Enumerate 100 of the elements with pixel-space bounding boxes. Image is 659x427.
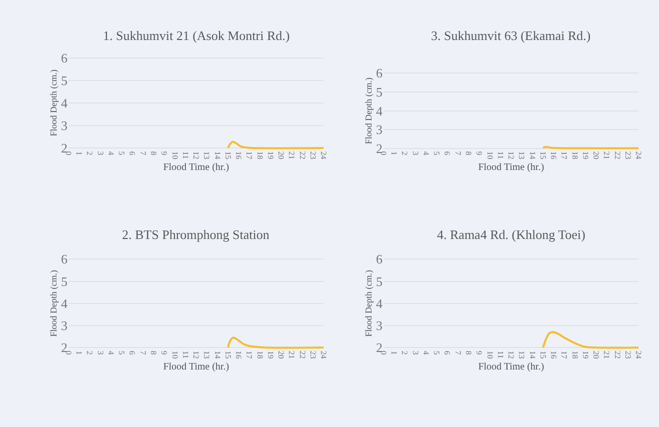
x-tick-label: 12 xyxy=(506,151,516,160)
x-tick-label: 22 xyxy=(612,350,622,359)
chart-title: 3. Sukhumvit 63 (Ekamai Rd.) xyxy=(431,28,591,43)
x-tick-label: 14 xyxy=(212,350,222,359)
x-tick-label: 9 xyxy=(474,350,484,355)
y-tick-label: 4 xyxy=(376,296,384,311)
x-tick-label: 20 xyxy=(276,350,286,359)
x-tick-label: 6 xyxy=(128,151,137,156)
x-tick-label: 21 xyxy=(602,151,612,160)
x-tick-label: 21 xyxy=(287,350,296,359)
x-tick-label: 14 xyxy=(212,151,222,160)
x-tick-label: 23 xyxy=(623,350,632,359)
y-tick-label: 4 xyxy=(61,296,68,311)
x-axis-title: Flood Time (hr.) xyxy=(163,162,230,173)
x-tick-label: 13 xyxy=(517,350,526,359)
x-tick-label: 15 xyxy=(223,151,232,160)
x-tick-label: 23 xyxy=(308,151,318,160)
x-tick-label: 16 xyxy=(234,151,244,160)
x-tick-label: 15 xyxy=(223,350,232,359)
y-tick-label: 5 xyxy=(376,84,383,100)
x-tick-label: 3 xyxy=(410,151,420,156)
y-tick-label: 6 xyxy=(376,252,384,267)
x-tick-label: 22 xyxy=(298,151,307,160)
chart-title: 1. Sukhumvit 21 (Asok Montri Rd.) xyxy=(103,28,290,43)
y-tick-label: 3 xyxy=(61,118,68,134)
x-tick-label: 23 xyxy=(308,350,318,359)
x-tick-label: 6 xyxy=(442,350,452,355)
x-tick-label: 11 xyxy=(496,350,505,358)
x-tick-label: 20 xyxy=(592,350,601,359)
x-tick-label: 16 xyxy=(549,350,558,359)
x-tick-label: 7 xyxy=(138,151,148,156)
x-tick-label: 14 xyxy=(528,151,537,160)
y-tick-label: 3 xyxy=(376,122,383,138)
x-axis-title: Flood Time (hr.) xyxy=(478,162,544,173)
y-tick-label: 6 xyxy=(61,50,68,66)
x-tick-label: 2 xyxy=(400,151,410,156)
x-tick-label: 14 xyxy=(528,350,537,359)
x-tick-label: 2 xyxy=(85,151,94,156)
x-tick-label: 9 xyxy=(160,151,169,156)
x-tick-label: 18 xyxy=(255,151,264,160)
x-tick-label: 24 xyxy=(634,350,644,359)
y-tick-label: 5 xyxy=(61,72,68,88)
x-tick-label: 18 xyxy=(255,350,264,359)
x-tick-label: 13 xyxy=(517,151,526,160)
x-tick-label: 4 xyxy=(421,350,430,355)
x-tick-label: 11 xyxy=(180,151,190,160)
x-tick-label: 21 xyxy=(602,350,612,359)
x-tick-label: 1 xyxy=(390,151,399,156)
x-tick-label: 10 xyxy=(170,151,180,160)
x-tick-label: 12 xyxy=(192,350,201,359)
y-tick-label: 3 xyxy=(61,318,68,334)
x-tick-label: 11 xyxy=(180,350,190,358)
x-axis-title: Flood Time (hr.) xyxy=(163,361,230,372)
x-tick-label: 12 xyxy=(506,350,516,359)
x-tick-label: 7 xyxy=(453,151,462,156)
y-tick-label: 5 xyxy=(61,274,68,289)
x-tick-label: 17 xyxy=(244,151,254,160)
line-series xyxy=(227,336,324,349)
x-tick-label: 19 xyxy=(266,350,275,359)
x-tick-label: 13 xyxy=(202,151,212,160)
x-tick-label: 0 xyxy=(64,350,73,355)
x-tick-label: 17 xyxy=(560,151,569,160)
x-tick-label: 19 xyxy=(266,151,275,160)
line-series xyxy=(542,331,639,349)
x-tick-label: 18 xyxy=(570,151,580,160)
x-tick-label: 12 xyxy=(192,151,201,160)
x-tick-label: 0 xyxy=(378,151,388,156)
x-tick-label: 0 xyxy=(64,151,73,156)
x-tick-label: 11 xyxy=(496,151,505,160)
x-tick-label: 24 xyxy=(634,151,644,160)
x-tick-label: 20 xyxy=(276,151,286,160)
x-tick-label: 5 xyxy=(117,350,126,355)
y-tick-label: 4 xyxy=(376,103,384,118)
x-tick-label: 6 xyxy=(128,350,137,355)
y-tick-label: 6 xyxy=(61,252,68,267)
y-tick-label: 4 xyxy=(61,95,68,110)
x-tick-label: 21 xyxy=(287,151,296,160)
x-tick-label: 5 xyxy=(432,350,442,355)
x-tick-label: 17 xyxy=(244,350,254,359)
x-tick-label: 15 xyxy=(538,350,548,359)
x-tick-label: 1 xyxy=(390,350,399,355)
x-tick-label: 8 xyxy=(464,151,473,156)
x-tick-label: 24 xyxy=(319,151,328,160)
x-tick-label: 13 xyxy=(202,350,212,359)
x-tick-label: 7 xyxy=(138,350,148,355)
y-axis-title: Flood Depth (cm.) xyxy=(363,270,374,337)
x-tick-label: 2 xyxy=(85,350,94,355)
x-tick-label: 10 xyxy=(170,350,180,359)
x-tick-label: 4 xyxy=(106,350,116,355)
x-tick-label: 22 xyxy=(298,350,307,359)
x-tick-label: 8 xyxy=(149,151,158,156)
x-tick-label: 10 xyxy=(485,151,494,160)
x-tick-label: 15 xyxy=(538,151,548,160)
x-tick-label: 7 xyxy=(453,350,462,355)
x-tick-label: 22 xyxy=(612,151,622,160)
y-tick-label: 3 xyxy=(376,318,383,334)
x-tick-label: 8 xyxy=(464,350,473,355)
x-tick-label: 24 xyxy=(319,350,328,359)
x-tick-label: 10 xyxy=(485,350,494,359)
x-tick-label: 3 xyxy=(96,350,105,355)
